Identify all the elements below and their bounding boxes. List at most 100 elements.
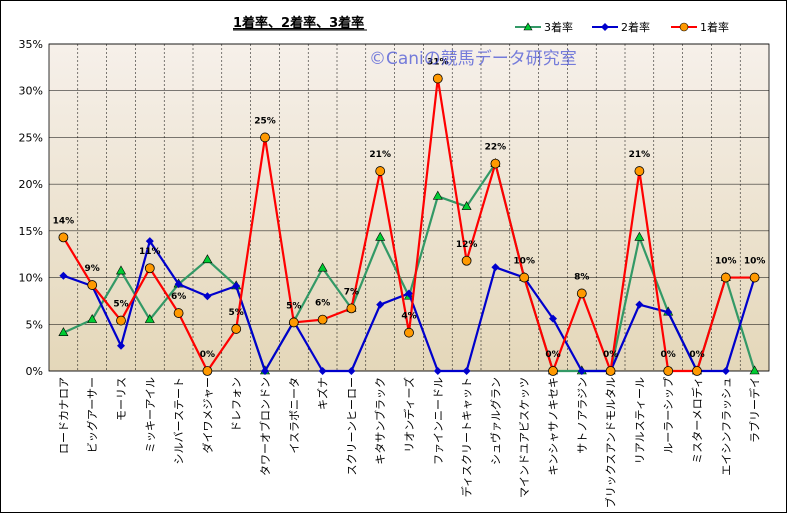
data-label: 0% <box>689 350 704 360</box>
data-label: 21% <box>369 150 391 160</box>
x-tick-label: リアルスティール <box>633 377 646 464</box>
x-tick-label: タワーオブロンドン <box>258 377 272 476</box>
data-label: 10% <box>715 257 737 267</box>
point-diamond <box>433 367 442 375</box>
legend: 3着率 2着率 1着率 <box>515 20 729 34</box>
point-triangle <box>634 231 645 241</box>
data-label: 6% <box>171 292 186 302</box>
x-tick-label: イスラボニータ <box>288 377 301 454</box>
x-tick-label: ミッキーアイル <box>144 377 157 453</box>
point-diamond <box>59 271 68 280</box>
x-tick-label: ロードカナロア <box>57 377 70 454</box>
data-label: 10% <box>513 257 535 267</box>
point-triangle <box>115 265 127 275</box>
data-label: 0% <box>200 350 215 360</box>
data-label: 11% <box>139 247 161 257</box>
point-triangle <box>317 262 328 272</box>
data-label: 0% <box>545 350 560 360</box>
point-circle <box>58 232 69 243</box>
x-tick-label: ラブリーデイ <box>748 377 762 443</box>
legend-label-1: 1着率 <box>700 20 729 34</box>
data-labels: 14% 9% 5% 11% 6% 0% 5% 25% 5% 6% 7% 21% 4% 31% 12% 22% 1… <box>53 58 766 360</box>
point-triangle <box>432 190 443 200</box>
legend-marker-3 <box>523 22 533 31</box>
point-circle <box>116 315 126 326</box>
point-circle <box>461 255 472 266</box>
data-label: 14% <box>53 216 75 226</box>
legend-marker-1 <box>679 22 689 32</box>
data-label: 0% <box>603 350 618 360</box>
point-diamond <box>664 308 673 317</box>
data-label: 5% <box>229 308 244 318</box>
x-tick-label: ファインニードル <box>432 377 445 465</box>
point-triangle <box>749 365 760 375</box>
point-circle <box>720 272 731 283</box>
data-label: 7% <box>344 287 359 297</box>
point-circle <box>663 366 674 376</box>
x-tick-label: サトノアラジン <box>576 377 589 454</box>
point-circle <box>288 317 299 328</box>
x-axis-ticks: ロードカナロア ビッグアーサー モーリス ミッキーアイル シルバーステート ダイワメジャー… <box>57 377 761 508</box>
point-circle <box>317 314 328 325</box>
y-tick-label: 15% <box>19 225 43 238</box>
x-tick-label: ドレフォン <box>230 377 243 432</box>
point-circle <box>375 166 386 176</box>
data-label: 25% <box>254 116 276 126</box>
point-circle <box>346 303 357 314</box>
x-tick-label: シュヴァルグラン <box>488 377 502 465</box>
data-label: 21% <box>629 150 651 160</box>
x-tick-label: ルーラーシップ <box>662 377 675 454</box>
x-tick-label: キンシャサノキセキ <box>547 377 560 475</box>
y-tick-label: 20% <box>19 178 43 191</box>
point-diamond <box>117 341 125 350</box>
data-label: 8% <box>574 272 589 282</box>
point-triangle <box>87 314 98 323</box>
point-diamond <box>174 280 183 289</box>
point-circle <box>490 158 501 169</box>
data-label: 10% <box>744 257 766 267</box>
point-circle <box>260 132 270 143</box>
legend-marker-2 <box>601 23 609 31</box>
plot-area <box>48 43 770 372</box>
point-diamond <box>203 292 212 301</box>
x-tick-label: ディスクリートキャット <box>460 377 474 497</box>
point-circle <box>87 280 98 290</box>
point-circle <box>519 272 530 283</box>
x-tick-label: モーリス <box>115 377 128 421</box>
data-label: 6% <box>315 299 330 309</box>
x-tick-label: リオンディーズ <box>402 377 416 453</box>
x-tick-label: ミスターメロディ <box>690 377 704 464</box>
data-label: 4% <box>401 312 416 322</box>
legend-label-3: 3着率 <box>544 20 573 34</box>
point-diamond <box>232 281 241 290</box>
x-tick-label: エイシンフラッシュ <box>720 377 733 476</box>
point-circle <box>404 327 414 338</box>
point-diamond <box>549 314 557 323</box>
data-label: 22% <box>485 143 507 153</box>
point-circle <box>692 366 702 376</box>
y-tick-label: 10% <box>19 272 43 285</box>
x-tick-label: キタサンブラック <box>373 377 387 465</box>
point-diamond <box>318 367 327 375</box>
data-label: 5% <box>113 300 128 310</box>
y-tick-label: 0% <box>26 365 43 378</box>
legend-label-2: 2着率 <box>621 20 650 34</box>
point-diamond <box>405 289 413 298</box>
point-diamond <box>347 367 356 375</box>
point-circle <box>144 263 155 274</box>
point-diamond <box>635 300 644 309</box>
point-triangle <box>58 327 69 336</box>
x-tick-label: スクリーンヒーロー <box>345 377 358 475</box>
point-diamond <box>462 367 471 375</box>
x-tick-label: ブリックスアンドモルタル <box>604 377 618 508</box>
y-tick-label: 30% <box>19 85 43 98</box>
point-triangle <box>144 314 155 323</box>
point-diamond <box>261 367 269 375</box>
x-tick-label: キズナ <box>316 377 330 410</box>
point-circle <box>749 272 760 283</box>
point-circle <box>432 73 443 84</box>
data-label: 0% <box>661 350 676 360</box>
x-tick-label: マインドユアビスケッツ <box>518 377 531 498</box>
point-circle <box>634 166 645 176</box>
